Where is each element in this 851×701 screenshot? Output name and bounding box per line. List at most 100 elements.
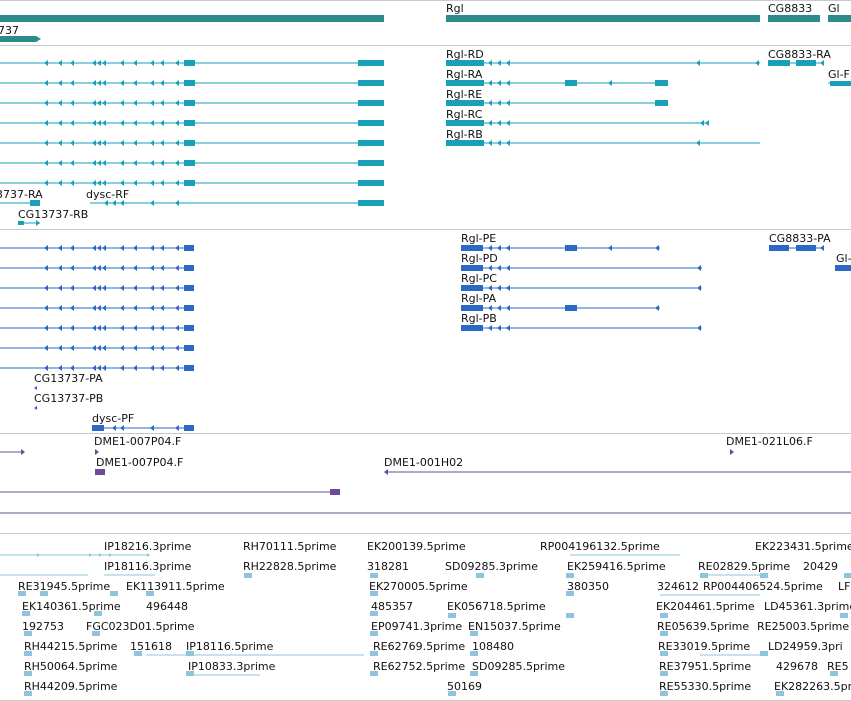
- exon-block[interactable]: [830, 81, 851, 86]
- direction-arrow[interactable]: [160, 265, 164, 271]
- direction-arrow[interactable]: [97, 60, 101, 66]
- direction-arrow[interactable]: [175, 265, 179, 271]
- exon-block[interactable]: [565, 245, 577, 251]
- direction-arrow[interactable]: [133, 305, 137, 311]
- direction-arrow[interactable]: [175, 100, 179, 106]
- exon-block[interactable]: [358, 140, 384, 146]
- direction-arrow[interactable]: [70, 305, 74, 311]
- direction-arrow[interactable]: [92, 285, 96, 291]
- direction-arrow[interactable]: [70, 365, 74, 371]
- direction-arrow[interactable]: [92, 60, 96, 66]
- direction-arrow[interactable]: [120, 265, 124, 271]
- direction-arrow[interactable]: [120, 180, 124, 186]
- est-block[interactable]: [470, 651, 478, 656]
- direction-arrow[interactable]: [92, 80, 96, 86]
- direction-arrow[interactable]: [104, 200, 108, 206]
- direction-arrow[interactable]: [175, 325, 179, 331]
- direction-arrow[interactable]: [696, 60, 700, 66]
- direction-arrow[interactable]: [58, 100, 62, 106]
- exon-block[interactable]: [184, 100, 195, 106]
- direction-arrow[interactable]: [58, 345, 62, 351]
- est-block[interactable]: [22, 611, 30, 616]
- direction-arrow[interactable]: [700, 120, 704, 126]
- direction-arrow[interactable]: [150, 265, 154, 271]
- direction-arrow[interactable]: [175, 305, 179, 311]
- est-block[interactable]: [110, 591, 118, 596]
- direction-arrow[interactable]: [497, 80, 501, 86]
- direction-arrow[interactable]: [92, 120, 96, 126]
- direction-arrow[interactable]: [92, 245, 96, 251]
- exon-block[interactable]: [358, 60, 384, 66]
- direction-arrow[interactable]: [120, 345, 124, 351]
- direction-arrow[interactable]: [97, 305, 101, 311]
- direction-arrow[interactable]: [102, 345, 106, 351]
- direction-arrow[interactable]: [506, 265, 510, 271]
- direction-arrow[interactable]: [70, 100, 74, 106]
- direction-arrow[interactable]: [97, 80, 101, 86]
- direction-arrow[interactable]: [655, 305, 659, 311]
- est-block[interactable]: [470, 671, 478, 676]
- direction-arrow[interactable]: [160, 285, 164, 291]
- exon-block[interactable]: [184, 265, 194, 271]
- direction-arrow[interactable]: [497, 305, 501, 311]
- direction-arrow[interactable]: [175, 180, 179, 186]
- direction-arrow[interactable]: [102, 245, 106, 251]
- direction-arrow[interactable]: [497, 140, 501, 146]
- exon-block[interactable]: [796, 60, 816, 66]
- direction-arrow[interactable]: [175, 425, 179, 431]
- est-block[interactable]: [370, 651, 378, 656]
- direction-arrow[interactable]: [150, 140, 154, 146]
- exon-block[interactable]: [184, 325, 194, 331]
- direction-arrow[interactable]: [506, 325, 510, 331]
- direction-arrow[interactable]: [150, 365, 154, 371]
- gene-bar[interactable]: [768, 15, 820, 22]
- direction-arrow[interactable]: [92, 180, 96, 186]
- exon-block[interactable]: [446, 60, 484, 66]
- exon-block[interactable]: [655, 80, 668, 86]
- direction-arrow[interactable]: [608, 245, 612, 251]
- direction-arrow[interactable]: [102, 180, 106, 186]
- exon-block[interactable]: [184, 305, 194, 311]
- direction-arrow[interactable]: [120, 325, 124, 331]
- gene-bar[interactable]: [446, 15, 760, 22]
- direction-arrow[interactable]: [133, 365, 137, 371]
- direction-arrow[interactable]: [97, 180, 101, 186]
- direction-arrow[interactable]: [175, 120, 179, 126]
- direction-arrow[interactable]: [102, 80, 106, 86]
- exon-block[interactable]: [461, 245, 483, 251]
- est-block[interactable]: [24, 631, 32, 636]
- direction-arrow[interactable]: [160, 245, 164, 251]
- direction-arrow[interactable]: [92, 365, 96, 371]
- est-block[interactable]: [660, 613, 668, 618]
- direction-arrow[interactable]: [133, 120, 137, 126]
- gene-bar[interactable]: [828, 15, 851, 22]
- direction-arrow[interactable]: [133, 245, 137, 251]
- direction-arrow[interactable]: [97, 245, 101, 251]
- direction-arrow[interactable]: [70, 80, 74, 86]
- est-block[interactable]: [760, 573, 768, 578]
- direction-arrow[interactable]: [133, 285, 137, 291]
- direction-arrow[interactable]: [44, 285, 48, 291]
- direction-arrow[interactable]: [120, 245, 124, 251]
- exon-block[interactable]: [184, 160, 195, 166]
- direction-arrow[interactable]: [696, 140, 700, 146]
- direction-arrow[interactable]: [488, 100, 492, 106]
- direction-arrow[interactable]: [133, 265, 137, 271]
- direction-arrow[interactable]: [488, 325, 492, 331]
- direction-arrow[interactable]: [102, 140, 106, 146]
- direction-arrow[interactable]: [506, 120, 510, 126]
- direction-arrow[interactable]: [175, 365, 179, 371]
- direction-arrow[interactable]: [44, 325, 48, 331]
- direction-arrow[interactable]: [755, 60, 759, 66]
- direction-arrow[interactable]: [506, 285, 510, 291]
- direction-arrow[interactable]: [697, 265, 701, 271]
- direction-arrow[interactable]: [160, 120, 164, 126]
- exon-block[interactable]: [565, 305, 577, 311]
- direction-arrow[interactable]: [150, 60, 154, 66]
- direction-arrow[interactable]: [488, 80, 492, 86]
- direction-arrow[interactable]: [133, 325, 137, 331]
- direction-arrow[interactable]: [488, 120, 492, 126]
- direction-arrow[interactable]: [36, 220, 40, 226]
- direction-arrow[interactable]: [175, 345, 179, 351]
- direction-arrow[interactable]: [608, 80, 612, 86]
